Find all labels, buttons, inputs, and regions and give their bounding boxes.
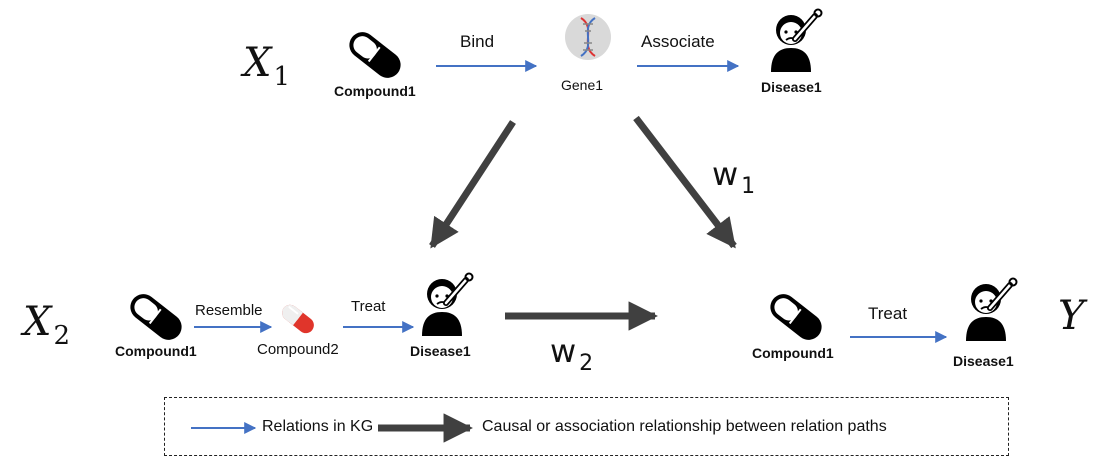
x2-resemble-label: Resemble <box>195 302 263 319</box>
x1-bind-label: Bind <box>460 32 495 51</box>
pill-icon <box>349 32 401 78</box>
w1-sub: 1 <box>741 173 756 199</box>
w2-main: w <box>550 332 577 370</box>
sick-person-thermometer-icon <box>771 8 823 72</box>
x1-label: X1 <box>243 40 290 92</box>
x1-sub: 1 <box>273 62 291 93</box>
w1-main: w <box>712 155 739 193</box>
w1-arrow <box>633 115 737 249</box>
x1-disease-label: Disease1 <box>761 79 822 95</box>
y-compound-label: Compound1 <box>752 345 834 361</box>
dna-icon <box>565 14 611 60</box>
y-label: Y <box>1058 293 1085 339</box>
x2-sub: 2 <box>53 321 71 352</box>
gene-label: Gene1 <box>561 77 604 93</box>
x2-treat-label: Treat <box>351 298 386 315</box>
w2-sub: 2 <box>579 350 594 376</box>
x1-main: X <box>243 40 272 86</box>
x2-label: X2 <box>23 299 70 351</box>
x2-compound-label: Compound1 <box>115 343 197 359</box>
x2-main: X <box>23 299 52 345</box>
legend-box <box>164 397 1009 456</box>
x2-disease-label: Disease1 <box>410 343 471 359</box>
pill-icon <box>770 294 822 340</box>
x1-to-x2-arrow <box>429 120 516 249</box>
legend-causal: Causal or association relationship betwe… <box>482 418 887 435</box>
sick-person-thermometer-icon <box>966 277 1018 341</box>
compound2-label: Compound2 <box>257 341 339 358</box>
pill-icon <box>130 294 182 340</box>
legend-kg-relations: Relations in KG <box>262 418 374 435</box>
y-treat-label: Treat <box>868 304 908 323</box>
x1-compound-label: Compound1 <box>334 83 416 99</box>
y-disease-label: Disease1 <box>953 353 1014 369</box>
x1-associate-label: Associate <box>641 32 715 51</box>
sick-person-thermometer-icon <box>422 272 474 336</box>
red-pill-icon <box>282 304 314 334</box>
